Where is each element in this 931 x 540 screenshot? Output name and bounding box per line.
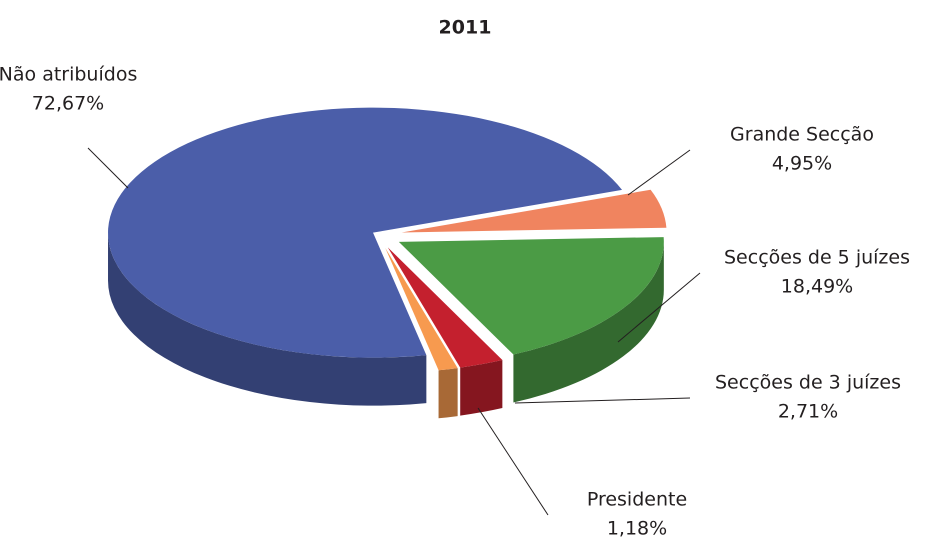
- leader-line: [87, 147, 129, 189]
- slice-label: Secções de 3 juízes: [715, 372, 901, 394]
- leader-line: [477, 407, 549, 516]
- slice-label: Secções de 5 juízes: [724, 247, 910, 269]
- slice: [108, 107, 623, 358]
- value-label: 2,71%: [778, 401, 838, 423]
- slice-side: [513, 241, 664, 403]
- slice: [401, 189, 667, 233]
- value-label: 1,18%: [607, 518, 667, 540]
- slice-label: Não atribuídos: [0, 64, 137, 86]
- leader-line: [617, 272, 701, 343]
- value-label: 4,95%: [772, 153, 832, 175]
- slice-label: Presidente: [587, 489, 687, 511]
- slice-side: [460, 360, 503, 416]
- slice-label: Grande Secção: [730, 124, 874, 146]
- slice-side: [438, 368, 458, 419]
- slice: [387, 247, 503, 368]
- value-label: 72,67%: [32, 93, 104, 115]
- chart-title: 2011: [439, 17, 492, 39]
- slice: [398, 237, 664, 355]
- slice: [385, 247, 458, 371]
- slice-side: [108, 232, 427, 406]
- value-label: 18,49%: [781, 276, 853, 298]
- leader-line: [627, 149, 691, 196]
- leader-line: [514, 397, 691, 404]
